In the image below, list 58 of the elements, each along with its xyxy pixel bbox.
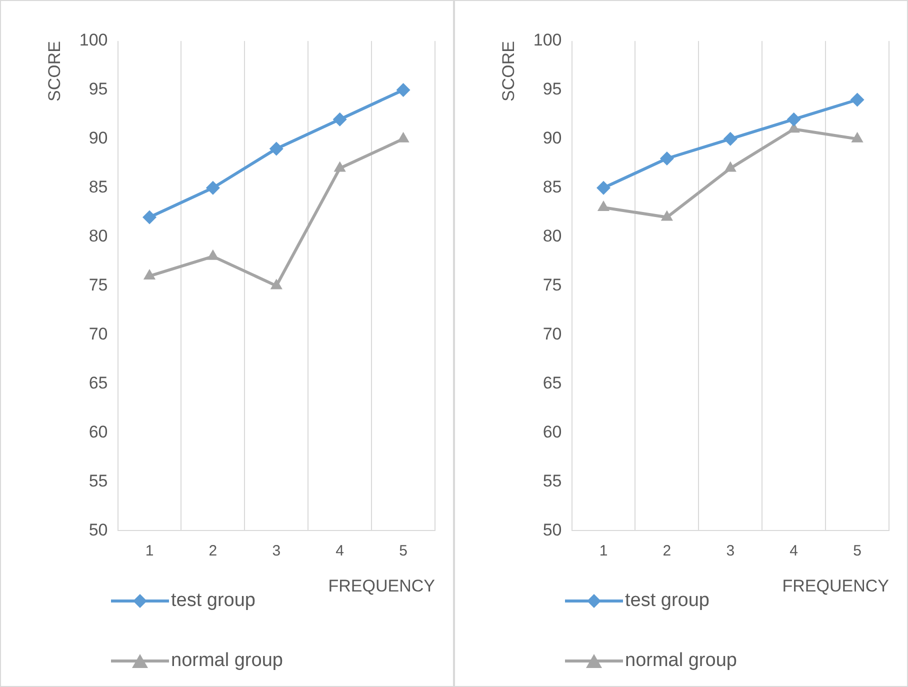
point [269, 142, 284, 156]
legend-label: test group [171, 590, 256, 611]
y-tick-label: 55 [542, 471, 562, 490]
y-tick-label: 60 [88, 422, 108, 442]
y-tick-label: 65 [88, 373, 108, 392]
y-tick-label: 90 [88, 128, 108, 148]
y-tick-label: 95 [88, 80, 108, 99]
y-tick-label: 100 [533, 30, 562, 50]
x-tick-label: 2 [208, 542, 218, 560]
y-tick-label: 80 [542, 226, 562, 246]
legend-label: normal group [171, 650, 283, 671]
point [143, 269, 156, 280]
point [206, 249, 219, 260]
point [660, 210, 673, 221]
y-tick-label: 95 [542, 80, 562, 99]
point [142, 210, 156, 224]
x-tick-label: 1 [145, 542, 154, 560]
point [660, 152, 674, 166]
y-tick-label: 55 [88, 471, 108, 490]
point [206, 180, 220, 195]
y-tick-label: 75 [88, 275, 108, 294]
x-tick-label: 2 [662, 542, 672, 560]
x-tick-label: 3 [726, 542, 735, 560]
y-tick-label: 100 [79, 30, 108, 50]
y-tick-label: 65 [542, 373, 562, 392]
point [396, 82, 410, 97]
y-axis-title: SCORE [44, 41, 64, 102]
point [724, 161, 736, 172]
y-tick-label: 70 [88, 324, 108, 344]
point [723, 132, 738, 146]
point [334, 161, 346, 172]
legend-label: normal group [625, 650, 737, 671]
x-tick-label: 1 [599, 542, 608, 560]
point [332, 112, 347, 126]
x-tick-label: 4 [790, 542, 798, 560]
point [597, 200, 610, 211]
x-tick-label: 3 [272, 542, 281, 560]
legend-label: test group [625, 590, 710, 611]
point [596, 180, 610, 195]
x-tick-label: 4 [336, 542, 344, 560]
x-axis-title: FREQUENCY [782, 576, 889, 596]
y-tick-label: 75 [542, 275, 562, 294]
x-axis-title: FREQUENCY [328, 576, 435, 596]
y-tick-label: 50 [88, 520, 108, 540]
x-tick-label: 5 [853, 542, 862, 560]
y-tick-label: 50 [542, 520, 562, 540]
y-tick-label: 70 [542, 324, 562, 344]
y-axis-title: SCORE [498, 41, 518, 102]
point [270, 278, 282, 290]
y-tick-label: 85 [88, 178, 108, 197]
point [786, 112, 801, 126]
y-tick-label: 85 [542, 178, 562, 197]
x-tick-label: 5 [399, 542, 408, 560]
y-tick-label: 60 [542, 422, 562, 442]
y-tick-label: 80 [88, 226, 108, 246]
point [850, 92, 864, 107]
y-tick-label: 90 [542, 128, 562, 148]
point [851, 132, 864, 142]
